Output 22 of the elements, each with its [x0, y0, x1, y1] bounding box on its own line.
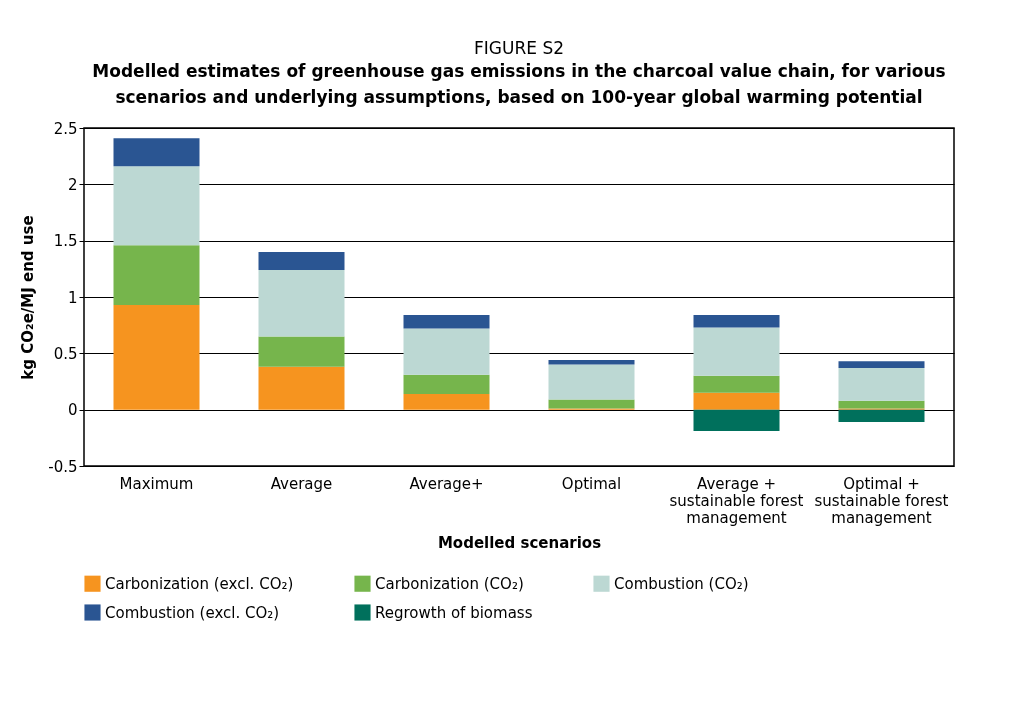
y-tick-label: 0 — [67, 401, 78, 420]
x-tick-label: Average + sustainable forest management — [669, 474, 804, 527]
y-tick-label: 2 — [67, 175, 78, 194]
y-tick-label: -0.5 — [48, 457, 78, 476]
chart-subtitle: Modelled estimates of greenhouse gas emissions in the charcoal value chain, for various scenarios and underlying assumptions, based on 100-year global warming potential — [92, 61, 946, 107]
x-tick-label: Optimal + sustainable forest management — [814, 474, 949, 527]
x-tick-label: Maximum — [119, 474, 194, 493]
chart-title: FIGURE S2 — [474, 38, 564, 58]
legend-label: Carbonization (CO₂) — [375, 574, 524, 593]
y-tick-label: 1 — [67, 288, 78, 307]
y-tick-label: 0.5 — [53, 344, 78, 363]
legend-label: Combustion (excl. CO₂) — [105, 603, 280, 622]
x-tick-label: Average — [270, 474, 333, 493]
legend-label: Regrowth of biomass — [375, 603, 533, 622]
x-axis-title: Modelled scenarios — [437, 533, 602, 552]
legend-label: Carbonization (excl. CO₂) — [105, 574, 294, 593]
y-axis-title: kg CO₂e/MJ end use — [19, 215, 38, 380]
x-tick-label: Average+ — [409, 474, 484, 493]
y-tick-label: 2.5 — [53, 119, 78, 138]
legend-label: Combustion (CO₂) — [614, 574, 749, 593]
y-tick-label: 1.5 — [53, 232, 78, 251]
x-tick-label: Optimal — [561, 474, 622, 493]
